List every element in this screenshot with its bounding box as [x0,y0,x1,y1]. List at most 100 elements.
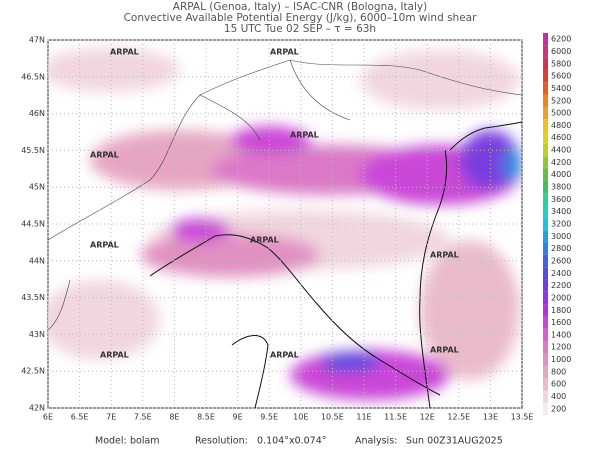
lat-label: 42.5N [21,367,45,376]
lat-label: 42N [29,404,45,413]
colorbar-swatch [543,131,548,144]
colorbar-label: 2000 [551,293,571,302]
lat-label: 45.5N [21,146,45,155]
colorbar-swatch [543,156,548,169]
colorbar-swatch [543,193,548,206]
lon-label: 6.5E [71,413,89,422]
footer-label: Model: [95,436,127,447]
footer-value: 0.104°x0.074° [257,436,327,447]
lat-label: 44N [29,256,45,265]
colorbar-label: 3800 [551,183,571,192]
colorbar-label: 5600 [551,72,571,81]
colorbar-label: 4600 [551,133,571,142]
colorbar-label: 5400 [551,84,571,93]
colorbar-label: 1600 [551,318,571,327]
footer-value: Sun 00Z31AUG2025 [406,436,503,447]
lat-label: 44.5N [21,220,45,229]
lat-label: 46N [29,109,45,118]
colorbar-swatch [543,69,548,83]
colorbar-label: 5800 [551,59,571,68]
colorbar-label: 4800 [551,121,571,130]
colorbar-swatch [543,378,548,391]
lat-label: 43N [29,330,45,339]
colorbar-swatch [543,57,548,70]
colorbar-label: 2400 [551,269,571,278]
watermark: ARPAL [90,241,119,250]
colorbar-label: 1800 [551,306,571,315]
lon-label: 9.5E [260,413,278,422]
lat-label: 45N [29,183,45,192]
colorbar-label: 1000 [551,355,571,364]
colorbar-swatch [543,279,548,292]
colorbar-swatch [543,94,548,107]
lon-label: 7.5E [134,413,152,422]
colorbar-label: 5000 [551,109,571,118]
colorbar-label: 400 [551,392,566,401]
watermark: ARPAL [430,346,459,355]
colorbar-swatch [543,304,548,317]
lon-label: 8E [169,413,179,422]
colorbar-swatch [543,119,548,132]
colorbar-label: 3400 [551,207,571,216]
colorbar-swatch [543,180,548,194]
colorbar-swatch [543,230,548,243]
lon-label: 13E [483,413,498,422]
lon-label: 9E [233,413,243,422]
colorbar-label: 600 [551,380,566,389]
lon-label: 13.5E [511,413,534,422]
colorbar-swatch [543,267,548,280]
watermark: ARPAL [90,151,119,160]
lon-label: 11E [356,413,371,422]
colorbar-swatch [543,168,548,181]
watermark: ARPAL [290,131,319,140]
lon-label: 12.5E [447,413,470,422]
colorbar-swatch [543,143,548,157]
colorbar-swatch [543,316,548,329]
colorbar-swatch [543,82,548,95]
colorbar-label: 2800 [551,244,571,253]
watermark: ARPAL [250,236,279,245]
lat-label: 43.5N [21,293,45,302]
watermark: ARPAL [270,48,299,57]
colorbar-label: 3200 [551,220,571,229]
footer-label: Analysis: [355,436,397,447]
colorbar-swatch [543,353,548,366]
watermark: ARPAL [270,351,299,360]
colorbar-label: 1400 [551,330,571,339]
colorbar-swatch [543,217,548,231]
colorbar-swatch [543,254,548,268]
colorbar-label: 6200 [551,35,571,44]
lon-label: 8.5E [197,413,215,422]
header-line: Convective Available Potential Energy (J… [124,12,478,24]
lat-label: 46.5N [21,72,45,81]
header-line: ARPAL (Genoa, Italy) – ISAC-CNR (Bologna… [173,1,427,13]
lon-label: 12E [420,413,435,422]
colorbar-swatch [543,328,548,342]
watermark: ARPAL [100,351,129,360]
header-line: 15 UTC Tue 02 SEP – τ = 63h [224,23,376,35]
colorbar-label: 3600 [551,195,571,204]
colorbar-label: 200 [551,404,566,413]
colorbar-swatch [543,45,548,58]
colorbar-label: 6000 [551,47,571,56]
footer-label: Resolution: [195,436,248,447]
colorbar-swatch [543,106,548,120]
colorbar-label: 4000 [551,170,571,179]
lat-label: 47N [29,36,45,45]
lon-label: 10.5E [321,413,344,422]
colorbar-swatch [543,341,548,354]
lon-label: 6E [43,413,53,422]
lon-label: 7E [106,413,116,422]
colorbar-label: 800 [551,367,566,376]
watermark: ARPAL [110,48,139,57]
colorbar-label: 1200 [551,343,571,352]
colorbar-label: 3000 [551,232,571,241]
colorbar-swatch [543,365,548,379]
colorbar-label: 2600 [551,256,571,265]
colorbar-swatch [543,205,548,218]
colorbar-swatch [543,33,548,46]
colorbar-swatch [543,390,548,403]
lon-label: 10E [293,413,308,422]
colorbar-label: 4200 [551,158,571,167]
colorbar-swatch [543,242,548,255]
